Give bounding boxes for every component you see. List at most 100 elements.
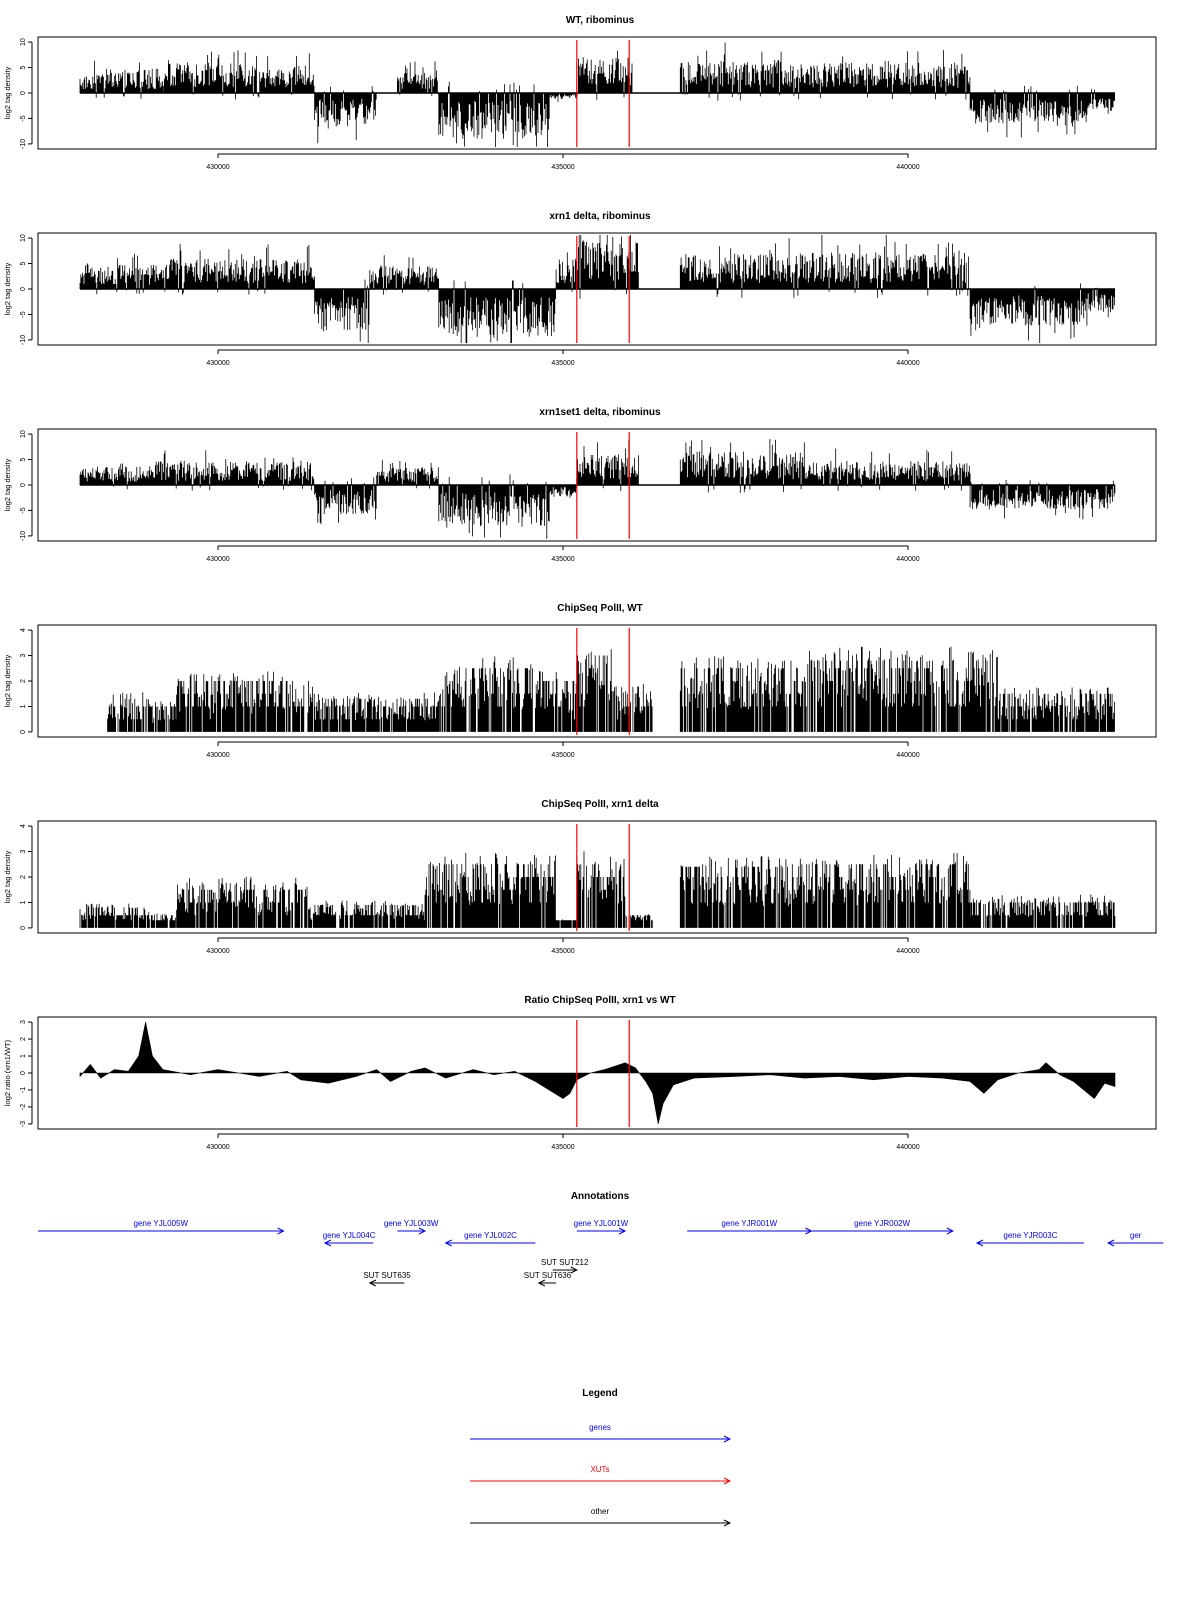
y-axis-label: log2 tag density — [3, 850, 12, 903]
gene-annotation: gene YJR003C — [975, 1231, 1084, 1247]
sut-annotation: SUT SUT636 — [524, 1271, 572, 1287]
sut-annotation: SUT SUT635 — [363, 1271, 411, 1287]
legend-label: genes — [589, 1423, 611, 1432]
feature-label: SUT SUT212 — [541, 1258, 589, 1267]
y-tick-label: 10 — [20, 234, 27, 242]
x-tick-label: 435000 — [551, 1144, 574, 1151]
y-tick-label: -10 — [20, 531, 27, 541]
y-tick-label: -5 — [20, 115, 27, 121]
y-axis-label: log2 tag density — [3, 66, 12, 119]
ratio-area — [79, 1022, 1116, 1124]
y-tick-label: 1 — [20, 900, 27, 904]
y-axis-label: log2 tag density — [3, 458, 12, 511]
x-axis: 430000 435000 440000 — [206, 349, 920, 367]
y-tick-label: 4 — [20, 628, 27, 632]
x-axis: 430000 435000 440000 — [206, 937, 920, 955]
feature-label: gene YJL004C — [323, 1231, 376, 1240]
y-tick-label: -5 — [20, 507, 27, 513]
feature-label: SUT SUT635 — [363, 1271, 411, 1280]
x-tick-label: 440000 — [896, 948, 919, 955]
y-tick-label: 1 — [20, 1054, 27, 1058]
density-bars — [79, 42, 1115, 147]
y-tick-label: 2 — [20, 1037, 27, 1041]
panel-4: ChipSeq PolII, WT 0 1 2 3 4 log2 tag density 43… — [3, 603, 1157, 759]
feature-arrow — [1106, 1239, 1164, 1247]
feature-label: gene YJL003W — [384, 1219, 439, 1228]
y-tick-label: 3 — [20, 653, 27, 657]
density-bars — [79, 439, 1116, 539]
legend-title: Legend — [582, 1388, 618, 1399]
density-bars — [107, 646, 1115, 732]
feature-arrow — [444, 1239, 536, 1247]
feature-arrow — [368, 1279, 405, 1287]
y-tick-label: 0 — [20, 1071, 27, 1075]
legend: Legend genes XUTs other — [470, 1388, 732, 1527]
plot-frame — [37, 428, 1157, 542]
panel-title: xrn1 delta, ribominus — [549, 211, 651, 222]
feature-arrow — [38, 1227, 285, 1235]
x-tick-label: 430000 — [206, 164, 229, 171]
plot-frame — [37, 1016, 1157, 1130]
gene-annotation: gene YJL002C — [444, 1231, 536, 1247]
x-tick-label: 435000 — [551, 948, 574, 955]
y-tick-label: -2 — [20, 1104, 27, 1110]
x-tick-label: 440000 — [896, 752, 919, 759]
y-axis: -10 -5 0 5 10 — [20, 38, 33, 149]
y-tick-label: -10 — [20, 335, 27, 345]
plot-frame — [37, 624, 1157, 738]
gene-annotation: gene YJL004C — [323, 1231, 376, 1247]
gene-annotation: gene YJL003W — [384, 1219, 439, 1235]
feature-label: gene YJR002W — [854, 1219, 910, 1228]
y-tick-label: 5 — [20, 261, 27, 265]
y-tick-label: -3 — [20, 1121, 27, 1127]
panel-title: Ratio ChipSeq PolII, xrn1 vs WT — [524, 995, 675, 1006]
y-tick-label: -10 — [20, 139, 27, 149]
gene-annotation: ger — [1106, 1231, 1164, 1247]
annotations-title: Annotations — [571, 1191, 630, 1202]
legend-item-genes: genes — [470, 1423, 732, 1443]
y-axis-label: log2 ratio (xrn1/WT) — [3, 1039, 12, 1106]
x-tick-label: 440000 — [896, 556, 919, 563]
plot-frame — [37, 36, 1157, 150]
feature-arrow — [811, 1227, 954, 1235]
y-tick-label: 2 — [20, 679, 27, 683]
x-tick-label: 430000 — [206, 360, 229, 367]
x-tick-label: 440000 — [896, 164, 919, 171]
y-tick-label: 0 — [20, 287, 27, 291]
feature-arrow — [975, 1239, 1084, 1247]
y-tick-label: 0 — [20, 91, 27, 95]
y-axis: 0 1 2 3 4 — [20, 824, 33, 930]
y-tick-label: 1 — [20, 704, 27, 708]
plot-frame — [37, 232, 1157, 346]
density-bars — [79, 235, 1115, 343]
feature-arrow — [323, 1239, 374, 1247]
y-tick-label: 0 — [20, 926, 27, 930]
y-axis: 0 1 2 3 4 — [20, 628, 33, 734]
y-tick-label: 4 — [20, 824, 27, 828]
panel-5: ChipSeq PolII, xrn1 delta 0 1 2 3 4 log2 tag d… — [3, 799, 1157, 955]
panel-6: Ratio ChipSeq PolII, xrn1 vs WT -3 -2 -1 0 1 2… — [3, 995, 1157, 1151]
x-tick-label: 430000 — [206, 1144, 229, 1151]
x-tick-label: 435000 — [551, 164, 574, 171]
y-tick-label: 2 — [20, 875, 27, 879]
x-tick-label: 435000 — [551, 360, 574, 367]
x-tick-label: 440000 — [896, 360, 919, 367]
feature-label: gene YJR003C — [1003, 1231, 1057, 1240]
feature-label: ger — [1130, 1231, 1142, 1240]
plot-frame — [37, 820, 1157, 934]
y-tick-label: 10 — [20, 38, 27, 46]
feature-arrow — [537, 1279, 557, 1287]
feature-arrow — [576, 1227, 627, 1235]
density-bars — [79, 851, 1116, 928]
y-tick-label: 3 — [20, 849, 27, 853]
y-axis: -10 -5 0 5 10 — [20, 234, 33, 345]
panel-title: ChipSeq PolII, xrn1 delta — [541, 799, 659, 810]
legend-item-xuts: XUTs — [470, 1465, 732, 1485]
legend-label: XUTs — [590, 1465, 609, 1474]
annotations-panel: Annotations gene YJL005W gene YJL004C gene … — [38, 1191, 1164, 1287]
feature-label: gene YJL002C — [464, 1231, 517, 1240]
feature-label: gene YJR001W — [721, 1219, 777, 1228]
y-axis: -10 -5 0 5 10 — [20, 430, 33, 541]
feature-arrow — [552, 1266, 578, 1274]
